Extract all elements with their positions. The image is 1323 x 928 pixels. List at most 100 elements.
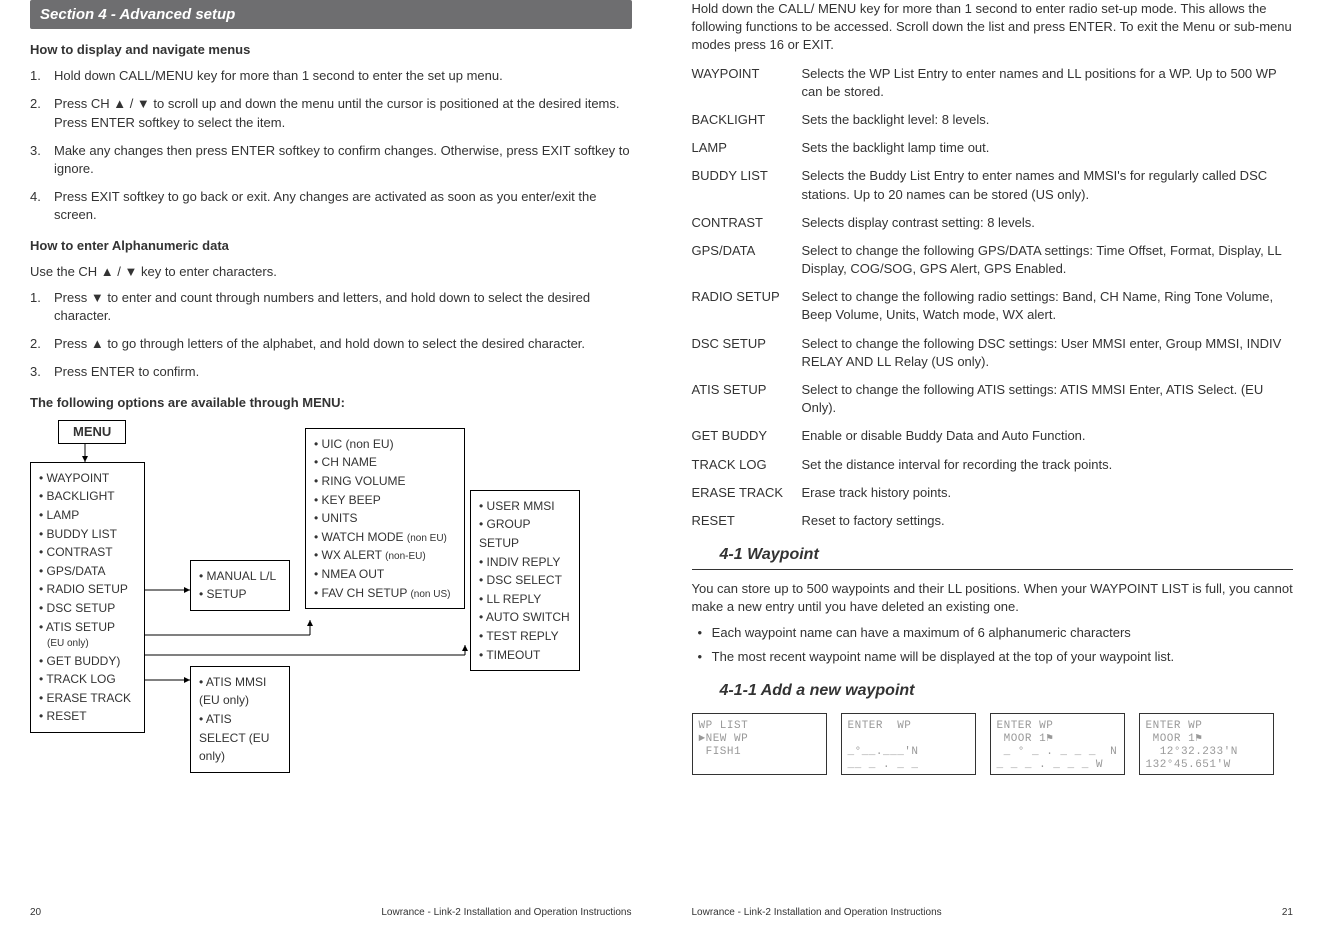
step-text: Make any changes then press ENTER softke… bbox=[54, 142, 632, 178]
definition-desc: Select to change the following DSC setti… bbox=[802, 335, 1294, 371]
definition-label: LAMP bbox=[692, 139, 802, 157]
lcd-screen: ENTER WP _°__.___'N __ _ . _ _ bbox=[841, 713, 976, 775]
definition-row: DSC SETUPSelect to change the following … bbox=[692, 335, 1294, 371]
definition-row: BUDDY LISTSelects the Buddy List Entry t… bbox=[692, 167, 1294, 203]
definition-row: TRACK LOGSet the distance interval for r… bbox=[692, 456, 1294, 474]
subhead-menu-options: The following options are available thro… bbox=[30, 394, 632, 412]
definition-desc: Sets the backlight level: 8 levels. bbox=[802, 111, 1294, 129]
lcd-screen: ENTER WP MOOR 1⚑ 12°32.233'N 132°45.651'… bbox=[1139, 713, 1274, 775]
menu-box-dsc: USER MMSI GROUP SETUP INDIV REPLY DSC SE… bbox=[470, 490, 580, 671]
menu-item: WATCH MODE (non EU) bbox=[314, 528, 456, 547]
menu-box-atis: • ATIS MMSI (EU only) • ATIS SELECT (EU … bbox=[190, 666, 290, 773]
definition-desc: Erase track history points. bbox=[802, 484, 1294, 502]
menu-item: ATIS SETUP bbox=[39, 618, 136, 637]
menu-box-main: WAYPOINT BACKLIGHT LAMP BUDDY LIST CONTR… bbox=[30, 462, 145, 733]
subhead-display-nav: How to display and navigate menus bbox=[30, 41, 632, 59]
menu-box-radio: UIC (non EU)CH NAMERING VOLUMEKEY BEEPUN… bbox=[305, 428, 465, 609]
menu-item: CONTRAST bbox=[39, 543, 136, 562]
menu-item-note: (EU only) bbox=[39, 636, 136, 652]
definition-row: WAYPOINTSelects the WP List Entry to ent… bbox=[692, 65, 1294, 101]
definition-desc: Enable or disable Buddy Data and Auto Fu… bbox=[802, 427, 1294, 445]
definition-row: LAMPSets the backlight lamp time out. bbox=[692, 139, 1294, 157]
step-text: Press CH ▲ / ▼ to scroll up and down the… bbox=[54, 95, 632, 131]
steps-alpha: 1.Press ▼ to enter and count through num… bbox=[30, 289, 632, 382]
definition-desc: Selects the Buddy List Entry to enter na… bbox=[802, 167, 1294, 203]
definition-desc: Selects display contrast setting: 8 leve… bbox=[802, 214, 1294, 232]
menu-item: • ATIS MMSI (EU only) bbox=[199, 673, 281, 710]
menu-item: DSC SELECT bbox=[479, 571, 571, 590]
definition-label: GPS/DATA bbox=[692, 242, 802, 278]
definition-row: GPS/DATASelect to change the following G… bbox=[692, 242, 1294, 278]
menu-item: ERASE TRACK bbox=[39, 689, 136, 708]
menu-item: NMEA OUT bbox=[314, 565, 456, 584]
menu-item: TRACK LOG bbox=[39, 670, 136, 689]
menu-item: USER MMSI bbox=[479, 497, 571, 516]
menu-item: TIMEOUT bbox=[479, 646, 571, 665]
menu-item: FAV CH SETUP (non US) bbox=[314, 584, 456, 603]
lcd-screen: WP LIST ►NEW WP FISH1 bbox=[692, 713, 827, 775]
page-left: Section 4 - Advanced setup How to displa… bbox=[0, 0, 662, 928]
section-rule bbox=[692, 569, 1294, 570]
definition-label: TRACK LOG bbox=[692, 456, 802, 474]
right-intro: Hold down the CALL/ MENU key for more th… bbox=[692, 0, 1294, 55]
menu-item: • ATIS SELECT (EU only) bbox=[199, 710, 281, 766]
menu-item: CH NAME bbox=[314, 453, 456, 472]
menu-item: BACKLIGHT bbox=[39, 487, 136, 506]
menu-item: WX ALERT (non-EU) bbox=[314, 546, 456, 565]
definition-label: BUDDY LIST bbox=[692, 167, 802, 203]
menu-item: AUTO SWITCH bbox=[479, 608, 571, 627]
menu-item: TEST REPLY bbox=[479, 627, 571, 646]
menu-item: RESET bbox=[39, 707, 136, 726]
definition-label: GET BUDDY bbox=[692, 427, 802, 445]
definition-row: ERASE TRACKErase track history points. bbox=[692, 484, 1294, 502]
definition-label: WAYPOINT bbox=[692, 65, 802, 101]
definition-desc: Select to change the following radio set… bbox=[802, 288, 1294, 324]
definition-desc: Select to change the following ATIS sett… bbox=[802, 381, 1294, 417]
footer-title: Lowrance - Link-2 Installation and Opera… bbox=[381, 906, 631, 920]
bullet-item: Each waypoint name can have a maximum of… bbox=[712, 624, 1294, 642]
definition-label: DSC SETUP bbox=[692, 335, 802, 371]
definition-desc: Set the distance interval for recording … bbox=[802, 456, 1294, 474]
menu-item: INDIV REPLY bbox=[479, 553, 571, 572]
section-4-1-title: 4-1 Waypoint bbox=[720, 544, 1294, 566]
step-text: Hold down CALL/MENU key for more than 1 … bbox=[54, 67, 503, 85]
section-header: Section 4 - Advanced setup bbox=[30, 0, 632, 29]
definition-label: ATIS SETUP bbox=[692, 381, 802, 417]
menu-item: LAMP bbox=[39, 506, 136, 525]
steps-display-nav: 1.Hold down CALL/MENU key for more than … bbox=[30, 67, 632, 224]
menu-item: SETUP bbox=[199, 585, 281, 604]
page-number: 20 bbox=[30, 906, 41, 920]
definition-label: RADIO SETUP bbox=[692, 288, 802, 324]
waypoint-intro: You can store up to 500 waypoints and th… bbox=[692, 580, 1294, 616]
step-text: Press ENTER to confirm. bbox=[54, 363, 199, 381]
menu-item: MANUAL L/L bbox=[199, 567, 281, 586]
definition-label: BACKLIGHT bbox=[692, 111, 802, 129]
lcd-screen: ENTER WP MOOR 1⚑ _ ° _ . _ _ _ N _ _ _ .… bbox=[990, 713, 1125, 775]
subhead-alpha: How to enter Alphanumeric data bbox=[30, 237, 632, 255]
menu-item: DSC SETUP bbox=[39, 599, 136, 618]
definition-desc: Reset to factory settings. bbox=[802, 512, 1294, 530]
menu-item: WAYPOINT bbox=[39, 469, 136, 488]
definition-table: WAYPOINTSelects the WP List Entry to ent… bbox=[692, 65, 1294, 531]
page-number: 21 bbox=[1282, 906, 1293, 920]
definition-row: BACKLIGHTSets the backlight level: 8 lev… bbox=[692, 111, 1294, 129]
waypoint-bullets: Each waypoint name can have a maximum of… bbox=[692, 624, 1294, 666]
menu-item: GPS/DATA bbox=[39, 562, 136, 581]
definition-row: CONTRASTSelects display contrast setting… bbox=[692, 214, 1294, 232]
menu-item: BUDDY LIST bbox=[39, 525, 136, 544]
menu-item: GET BUDDY) bbox=[39, 652, 136, 671]
step-text: Press ▼ to enter and count through numbe… bbox=[54, 289, 632, 325]
lcd-screens: WP LIST ►NEW WP FISH1 ENTER WP _°__.___'… bbox=[692, 713, 1294, 775]
menu-item: UNITS bbox=[314, 509, 456, 528]
bullet-item: The most recent waypoint name will be di… bbox=[712, 648, 1294, 666]
definition-label: ERASE TRACK bbox=[692, 484, 802, 502]
menu-item: KEY BEEP bbox=[314, 491, 456, 510]
definition-desc: Selects the WP List Entry to enter names… bbox=[802, 65, 1294, 101]
menu-item: UIC (non EU) bbox=[314, 435, 456, 454]
step-text: Press ▲ to go through letters of the alp… bbox=[54, 335, 585, 353]
menu-item: GROUP SETUP bbox=[479, 515, 571, 552]
definition-desc: Select to change the following GPS/DATA … bbox=[802, 242, 1294, 278]
section-4-1-1-title: 4-1-1 Add a new waypoint bbox=[720, 680, 1294, 702]
definition-label: CONTRAST bbox=[692, 214, 802, 232]
menu-item: RADIO SETUP bbox=[39, 580, 136, 599]
